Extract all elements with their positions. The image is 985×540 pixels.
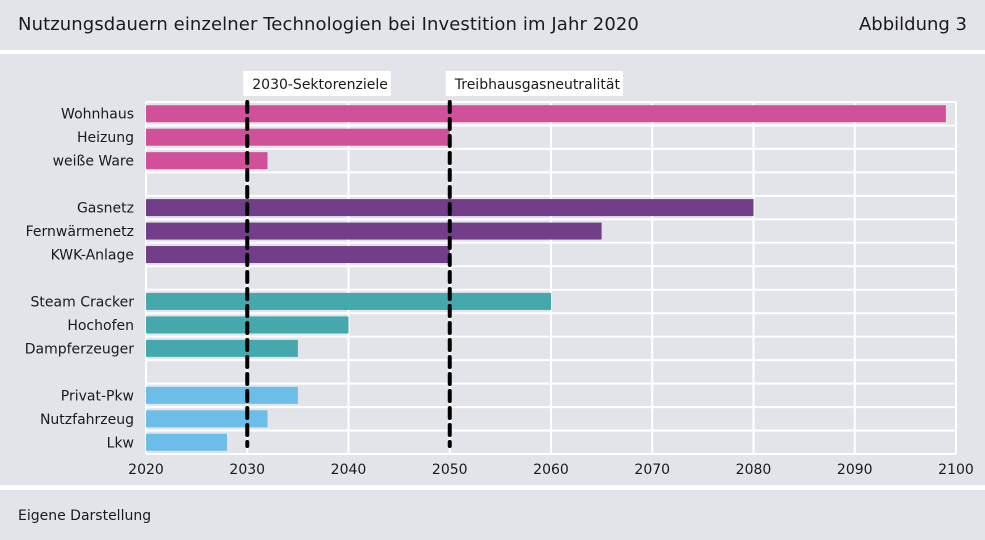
bar <box>146 292 551 310</box>
chart-title: Nutzungsdauern einzelner Technologien be… <box>18 14 639 35</box>
category-label: Gasnetz <box>77 201 134 217</box>
category-label: Hochofen <box>67 318 134 334</box>
reference-label: Treibhausgasneutralität <box>454 77 621 93</box>
reference-label-background <box>445 71 623 96</box>
x-tick-label: 2070 <box>634 462 670 478</box>
bar <box>146 433 227 451</box>
bar <box>146 386 298 404</box>
figure-label: Abbildung 3 <box>858 14 967 35</box>
bar <box>146 339 298 357</box>
category-label: Steam Cracker <box>31 294 135 310</box>
x-tick-label: 2060 <box>533 462 569 478</box>
bar <box>146 222 602 240</box>
category-label: Privat-Pkw <box>61 388 134 404</box>
reference-label-background <box>243 71 391 96</box>
bar <box>146 105 946 123</box>
category-label: Lkw <box>107 435 134 451</box>
category-label: Nutzfahrzeug <box>40 412 134 428</box>
category-label: Wohnhaus <box>61 107 134 123</box>
source-note: Eigene Darstellung <box>18 508 152 524</box>
x-tick-label: 2040 <box>331 462 367 478</box>
category-label: Heizung <box>77 130 134 146</box>
category-label: Fernwärmenetz <box>26 224 134 240</box>
category-label: KWK-Anlage <box>51 248 134 264</box>
x-tick-label: 2030 <box>229 462 265 478</box>
category-label: Dampferzeuger <box>25 341 135 357</box>
bar-chart: 2020 2030 2040 2050 2060 2070 2080 2090 2100 Wohn… <box>25 71 974 478</box>
bar <box>146 246 450 264</box>
bar <box>146 410 268 428</box>
chart-panel: 2020 2030 2040 2050 2060 2070 2080 2090 2100 Wohn… <box>0 54 985 485</box>
header: Nutzungsdauern einzelner Technologien be… <box>0 0 985 50</box>
x-tick-label: 2020 <box>128 462 164 478</box>
x-tick-label: 2090 <box>837 462 873 478</box>
footer: Eigene Darstellung <box>0 490 985 540</box>
x-tick-label: 2050 <box>432 462 468 478</box>
bar <box>146 152 268 170</box>
bar <box>146 128 450 146</box>
reference-label: 2030-Sektorenziele <box>252 77 388 93</box>
x-tick-label: 2100 <box>938 462 974 478</box>
category-label: weiße Ware <box>53 154 134 170</box>
x-tick-label: 2080 <box>736 462 772 478</box>
